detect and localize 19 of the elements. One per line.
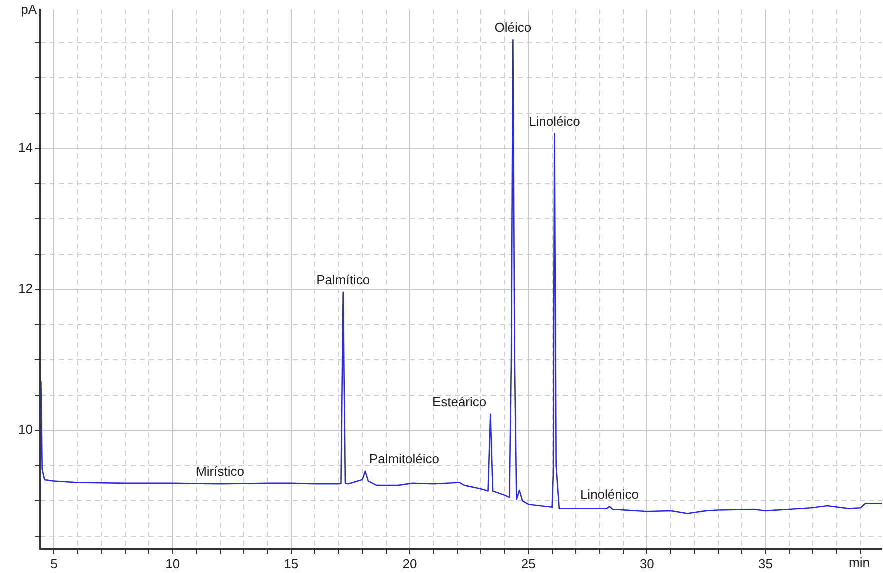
annotation: Oléico	[494, 20, 532, 36]
x-axis-title: min	[849, 555, 870, 570]
annotation: Linolénico	[580, 486, 639, 502]
y-tick-label: 10	[18, 422, 33, 438]
annotation: Palmitoléico	[369, 452, 440, 467]
x-tick-label: 15	[284, 556, 299, 572]
x-tick-label: 10	[166, 556, 180, 572]
y-tick-label: 12	[18, 281, 33, 296]
x-tick-label: 30	[640, 556, 654, 572]
x-tick-label: 5	[50, 556, 58, 572]
x-tick-label: 20	[402, 556, 418, 572]
annotation: Mirístico	[196, 464, 244, 480]
y-tick-label: 14	[18, 140, 33, 156]
annotation: Linoléico	[529, 114, 580, 129]
x-tick-label: 35	[758, 556, 774, 572]
y-axis-title: pA	[21, 2, 38, 18]
annotation: Palmítico	[316, 272, 370, 288]
x-tick-label: 25	[521, 556, 536, 572]
annotation: Esteárico	[432, 394, 487, 410]
